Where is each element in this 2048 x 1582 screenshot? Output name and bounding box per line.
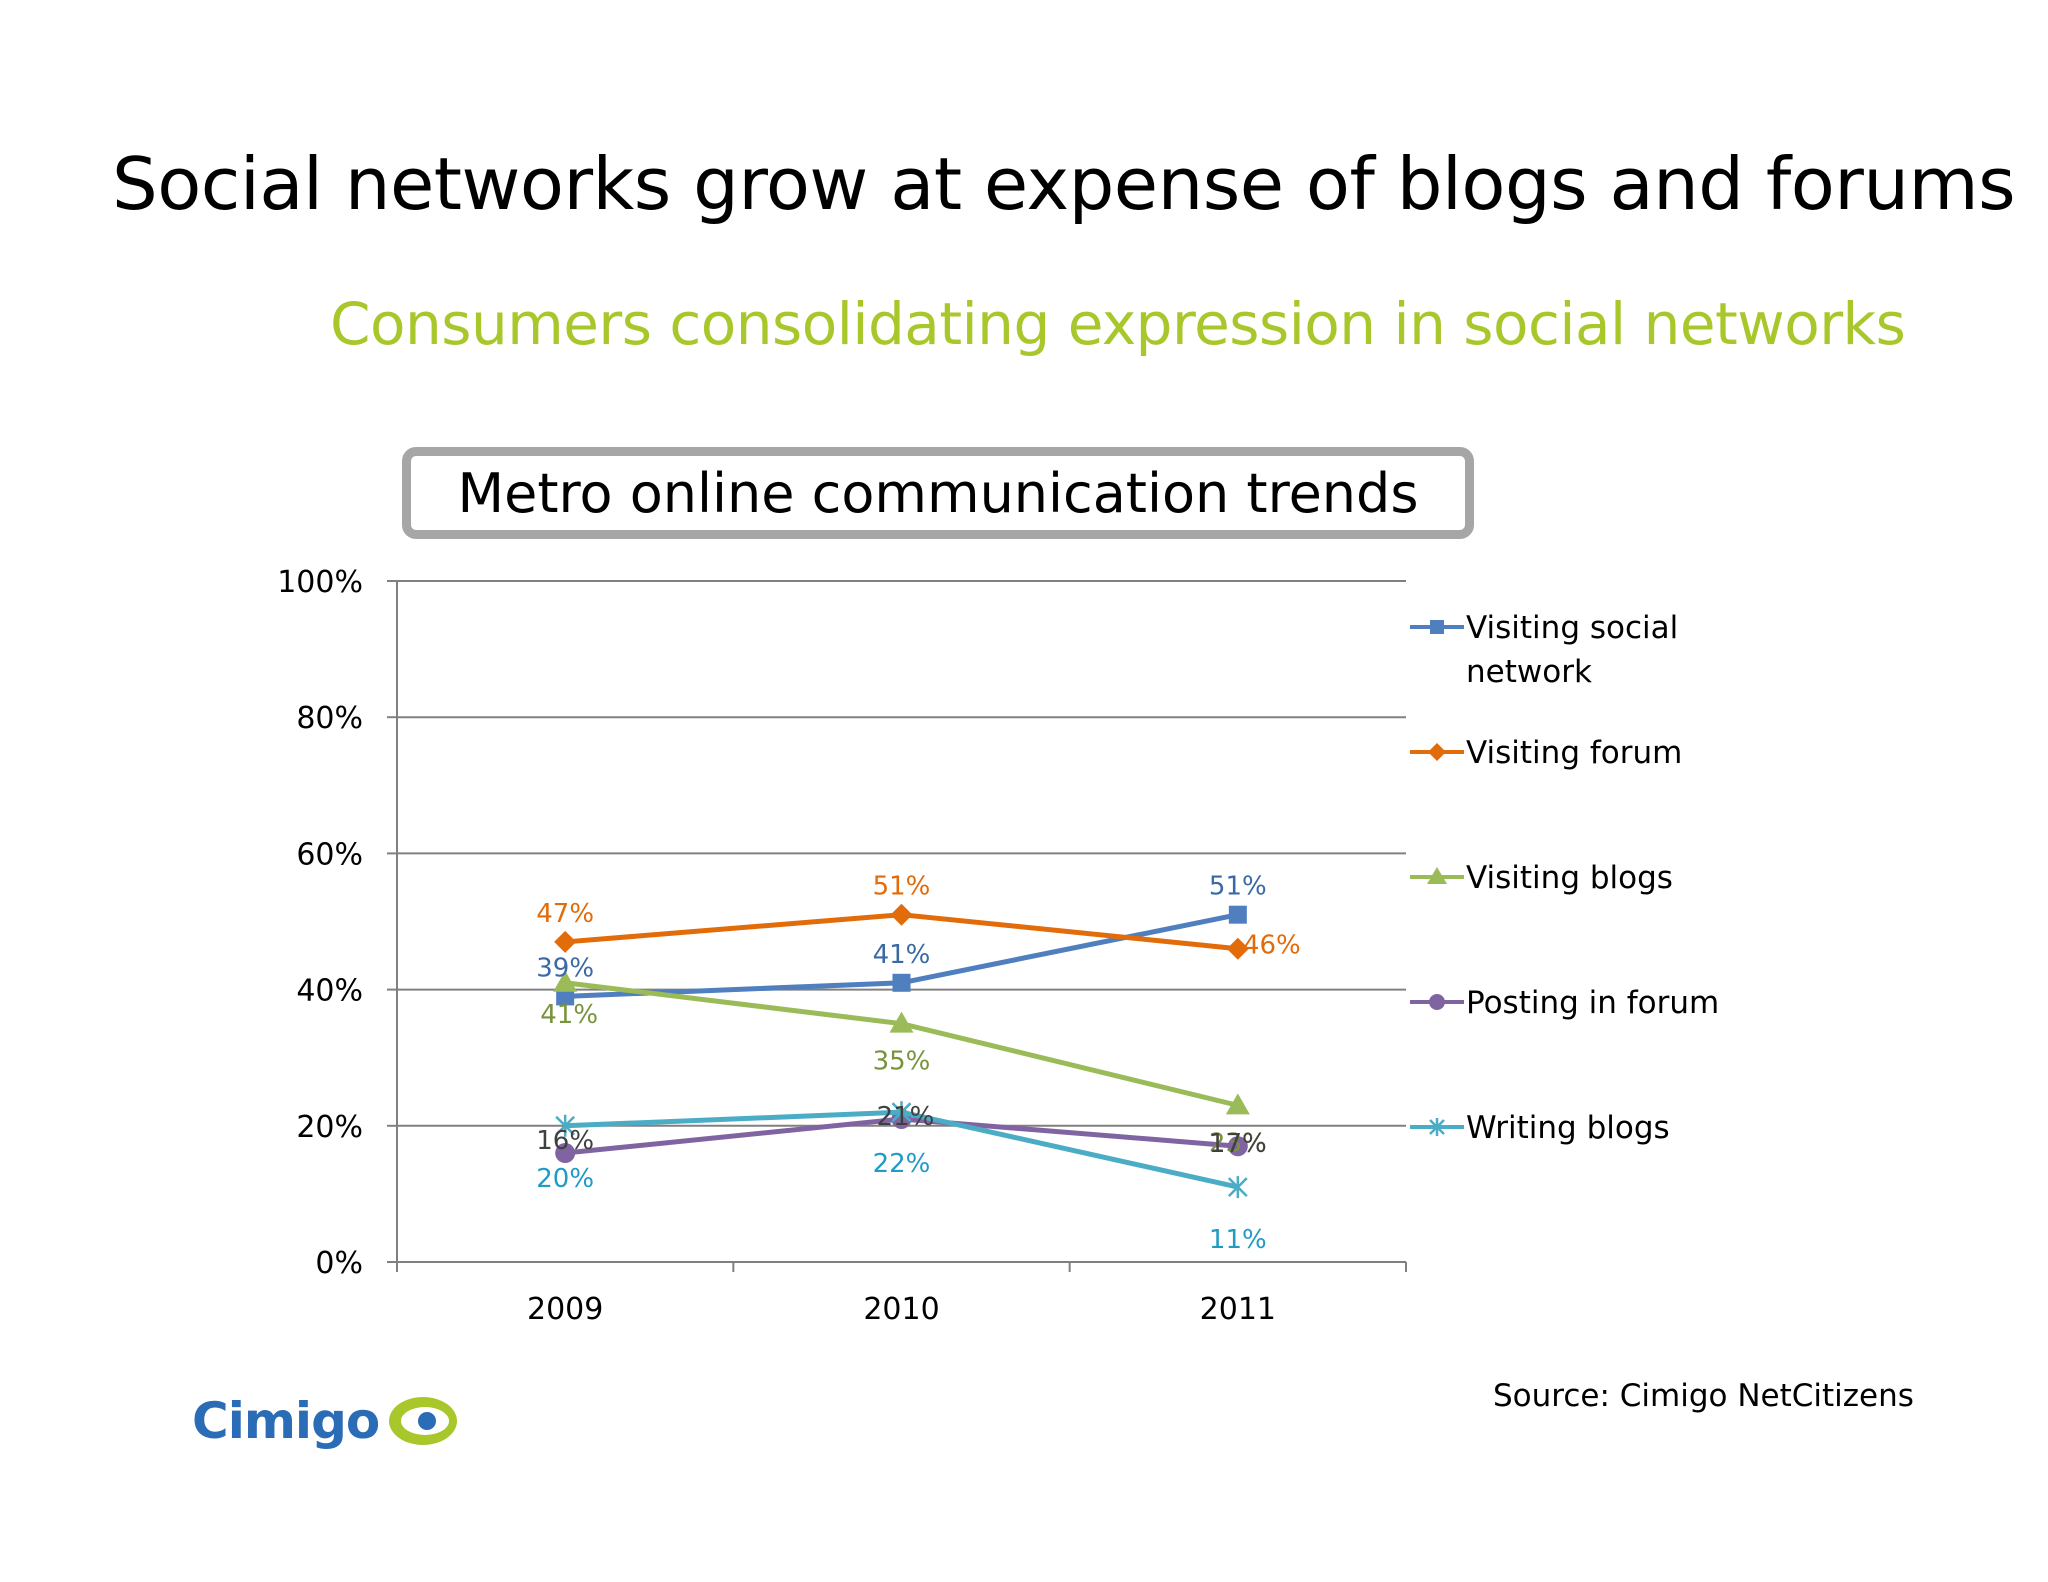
y-tick-label: 80%	[296, 701, 363, 736]
point-marker	[1227, 1136, 1248, 1157]
data-labels: 39% 41% 51% 47% 51% 46% 41% 35% 23% 16% 21% 17% 20% 2…	[536, 872, 1300, 1255]
slide-subtitle: Consumers consolidating expression in so…	[330, 290, 1906, 358]
point-marker	[1428, 743, 1446, 761]
data-label: 20%	[536, 1164, 594, 1194]
source-note: Source: Cimigo NetCitizens	[1493, 1378, 1914, 1414]
point-marker	[1227, 1176, 1248, 1199]
data-label: 46%	[1243, 931, 1301, 961]
data-label: 23%	[1209, 1128, 1267, 1158]
slide-title: Social networks grow at expense of blogs…	[112, 142, 2016, 226]
y-tick-label: 60%	[296, 837, 363, 872]
y-tick-label: 0%	[315, 1246, 363, 1281]
point-marker	[1225, 1093, 1250, 1115]
y-tick-label: 20%	[296, 1110, 363, 1145]
x-tick-label: 2011	[1200, 1292, 1276, 1327]
legend-item: Visiting blogs	[1410, 860, 1673, 896]
data-label: 47%	[536, 899, 594, 929]
y-tick-label: 40%	[296, 974, 363, 1009]
chart-title: Metro online communication trends	[457, 461, 1419, 525]
point-marker	[889, 1011, 914, 1033]
legend-item: Visiting social network	[1410, 610, 1678, 690]
legend-label: Visiting forum	[1466, 735, 1682, 771]
point-marker	[554, 930, 577, 953]
legend-label: Writing blogs	[1466, 1110, 1670, 1146]
legend-label: Visiting social	[1466, 610, 1678, 646]
point-marker	[1226, 937, 1249, 960]
point-marker	[1429, 994, 1445, 1010]
data-label: 16%	[536, 1126, 594, 1156]
point-marker	[555, 1114, 576, 1137]
point-marker	[892, 973, 911, 992]
point-marker	[1228, 905, 1247, 924]
data-label: 51%	[1209, 872, 1267, 902]
data-label: 21%	[877, 1102, 935, 1132]
data-label: 22%	[873, 1149, 931, 1179]
data-label: 11%	[1209, 1225, 1267, 1255]
series-line	[564, 980, 1239, 1108]
x-tick-label: 2009	[527, 1292, 603, 1327]
gridlines	[397, 580, 1406, 1127]
point-marker	[553, 970, 578, 992]
data-label: 39%	[536, 953, 594, 983]
point-marker	[1429, 1118, 1445, 1136]
chart-title-box: Metro online communication trends	[402, 447, 1474, 539]
point-marker	[555, 1143, 576, 1164]
point-marker	[891, 1101, 912, 1124]
data-label: 51%	[873, 872, 931, 902]
data-label: 41%	[540, 1000, 598, 1030]
legend-label: network	[1466, 654, 1592, 690]
point-marker	[1427, 867, 1447, 884]
data-label: 35%	[873, 1047, 931, 1077]
legend-label: Visiting blogs	[1466, 860, 1673, 896]
axes: 0% 20% 40% 60% 80% 100% 2009 2010 2011	[277, 565, 1407, 1327]
data-label: 41%	[873, 940, 931, 970]
point-marker	[890, 903, 913, 926]
x-tick-label: 2010	[863, 1292, 939, 1327]
logo-text: Cimigo	[192, 1392, 380, 1450]
eye-icon	[389, 1397, 458, 1445]
point-marker	[1430, 620, 1444, 634]
point-marker	[556, 987, 575, 1006]
legend-label: Posting in forum	[1466, 985, 1719, 1021]
series-lines	[553, 903, 1250, 1199]
legend-item: Writing blogs	[1410, 1110, 1670, 1146]
legend-item: Posting in forum	[1410, 985, 1719, 1021]
legend: Visiting social network Visiting forum Visi…	[1410, 610, 1719, 1146]
data-label: 17%	[1209, 1129, 1267, 1159]
y-tick-label: 100%	[277, 565, 363, 600]
cimigo-logo: Cimigo	[192, 1392, 459, 1450]
legend-item: Visiting forum	[1410, 735, 1682, 771]
